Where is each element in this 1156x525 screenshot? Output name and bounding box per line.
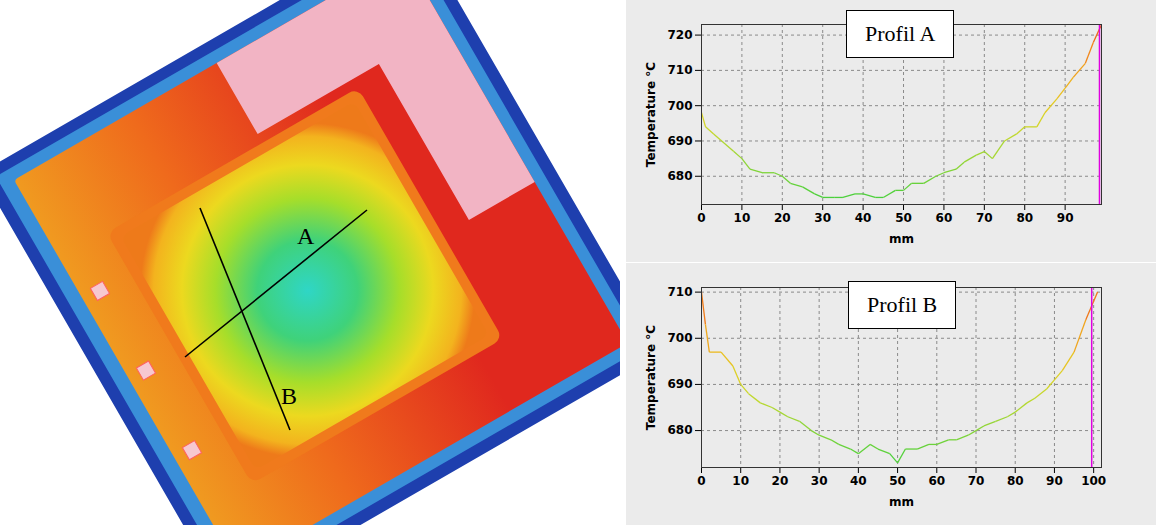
svg-text:700: 700 [667,331,692,345]
svg-text:40: 40 [855,211,872,225]
svg-text:70: 70 [976,211,993,225]
svg-text:80: 80 [1016,211,1033,225]
html-text:Profil A: Profil A [865,21,936,46]
svg-text:710: 710 [667,63,692,77]
svg-text:60: 60 [936,211,953,225]
svg-text:690: 690 [667,377,692,391]
svg-text:Temperature °C: Temperature °C [644,325,658,430]
svg-text:10: 10 [734,211,751,225]
svg-text:A: A [297,223,315,249]
svg-text:70: 70 [968,474,985,488]
svg-text:690: 690 [667,134,692,148]
svg-text:90: 90 [1046,474,1063,488]
svg-text:50: 50 [889,474,906,488]
svg-text:20: 20 [772,474,789,488]
svg-text:20: 20 [774,211,791,225]
svg-text:mm: mm [889,495,914,509]
html-text:Profil B: Profil B [867,292,938,317]
svg-text:40: 40 [850,474,867,488]
svg-text:720: 720 [667,28,692,42]
svg-text:80: 80 [1007,474,1024,488]
svg-text:mm: mm [889,232,914,246]
svg-text:60: 60 [928,474,945,488]
svg-text:680: 680 [667,423,692,437]
svg-text:90: 90 [1057,211,1074,225]
svg-text:B: B [281,383,297,409]
svg-text:0: 0 [697,474,705,488]
svg-text:0: 0 [697,211,705,225]
svg-text:10: 10 [732,474,749,488]
svg-text:680: 680 [667,169,692,183]
svg-text:30: 30 [814,211,831,225]
svg-text:100: 100 [1081,474,1106,488]
svg-text:Temperature °C: Temperature °C [644,62,658,167]
svg-text:700: 700 [667,99,692,113]
svg-text:710: 710 [667,285,692,299]
svg-text:30: 30 [811,474,828,488]
svg-text:50: 50 [895,211,912,225]
